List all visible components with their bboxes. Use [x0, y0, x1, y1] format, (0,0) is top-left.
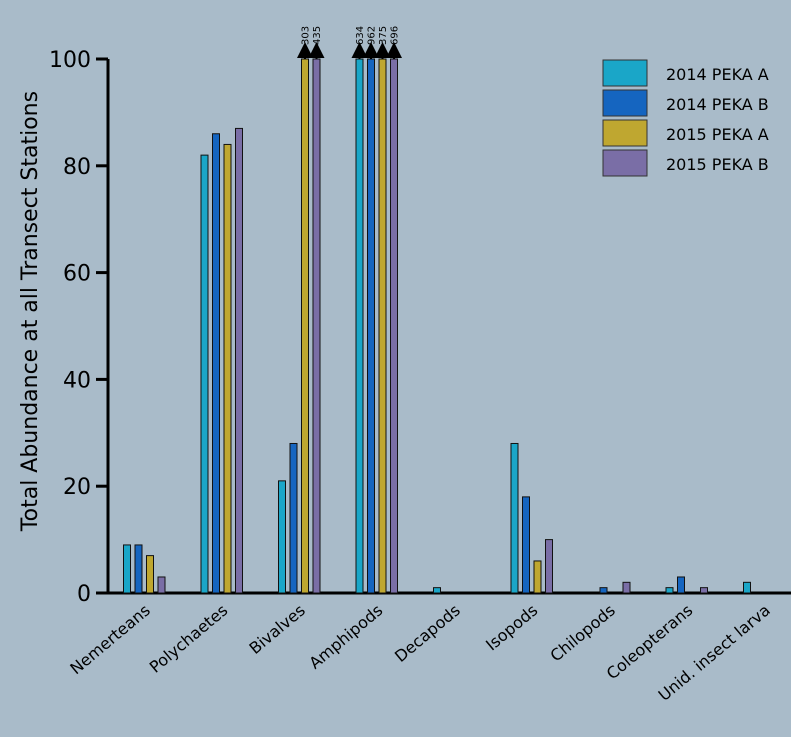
legend-label: 2014 PEKA B: [666, 95, 769, 114]
bar: [134, 544, 143, 594]
bar: [223, 143, 232, 594]
overflow-value-label: 696: [390, 26, 401, 45]
overflow-value-label: 962: [367, 26, 378, 45]
y-tick-label: 40: [63, 368, 91, 393]
bar: [312, 58, 321, 594]
bars: 303 435 634 962 375 696: [123, 26, 751, 594]
y-tick-label: 80: [63, 155, 91, 180]
bar: [367, 58, 375, 594]
x-tick-label: Isopods: [482, 601, 541, 655]
legend-swatch: [602, 59, 648, 87]
legend-label: 2014 PEKA A: [666, 65, 769, 84]
bar: [433, 587, 441, 594]
bar: [510, 442, 519, 594]
bar: [146, 555, 154, 594]
bar: [235, 127, 243, 594]
bar: [665, 587, 674, 594]
overflow-value-label: 634: [355, 26, 366, 45]
bar: [677, 576, 685, 594]
legend-swatch: [602, 89, 648, 117]
bar: [278, 480, 286, 594]
x-tick-label: Amphipods: [305, 601, 386, 673]
bar: [390, 58, 398, 594]
x-tick-label: Decapods: [391, 601, 464, 666]
bar: [378, 58, 387, 594]
legend-label: 2015 PEKA B: [666, 155, 769, 174]
bar: [355, 58, 364, 594]
bar: [289, 442, 298, 594]
bar: [522, 496, 530, 594]
bar: [743, 581, 751, 594]
bar: [533, 560, 542, 594]
overflow-value-label: 375: [378, 26, 389, 45]
y-tick-label: 100: [49, 48, 91, 73]
bar: [301, 58, 309, 594]
legend-label: 2015 PEKA A: [666, 125, 769, 144]
x-tick-label: Nemerteans: [66, 601, 153, 679]
overflow-value-label: 303: [301, 26, 312, 45]
x-tick-label: Bivalves: [245, 601, 308, 658]
bar: [212, 133, 220, 594]
y-tick-label: 20: [63, 475, 91, 500]
overflow-value-label: 435: [312, 26, 323, 45]
bar: [622, 581, 631, 594]
legend-swatch: [602, 149, 648, 177]
legend-swatch: [602, 119, 648, 147]
y-axis-title: Total Abundance at all Transect Stations: [18, 91, 43, 532]
bar: [599, 587, 608, 594]
bar: [545, 539, 553, 594]
bar: [157, 576, 166, 594]
legend: 2014 PEKA A 2014 PEKA B 2015 PEKA A 2015 PE…: [602, 59, 769, 177]
bar: [200, 154, 209, 594]
y-tick-label: 0: [77, 582, 91, 607]
bar: [123, 544, 131, 594]
x-tick-label: Chilopods: [547, 601, 619, 666]
x-tick-label: Polychaetes: [146, 601, 232, 677]
bar: [700, 587, 708, 594]
y-tick-label: 60: [63, 262, 91, 287]
